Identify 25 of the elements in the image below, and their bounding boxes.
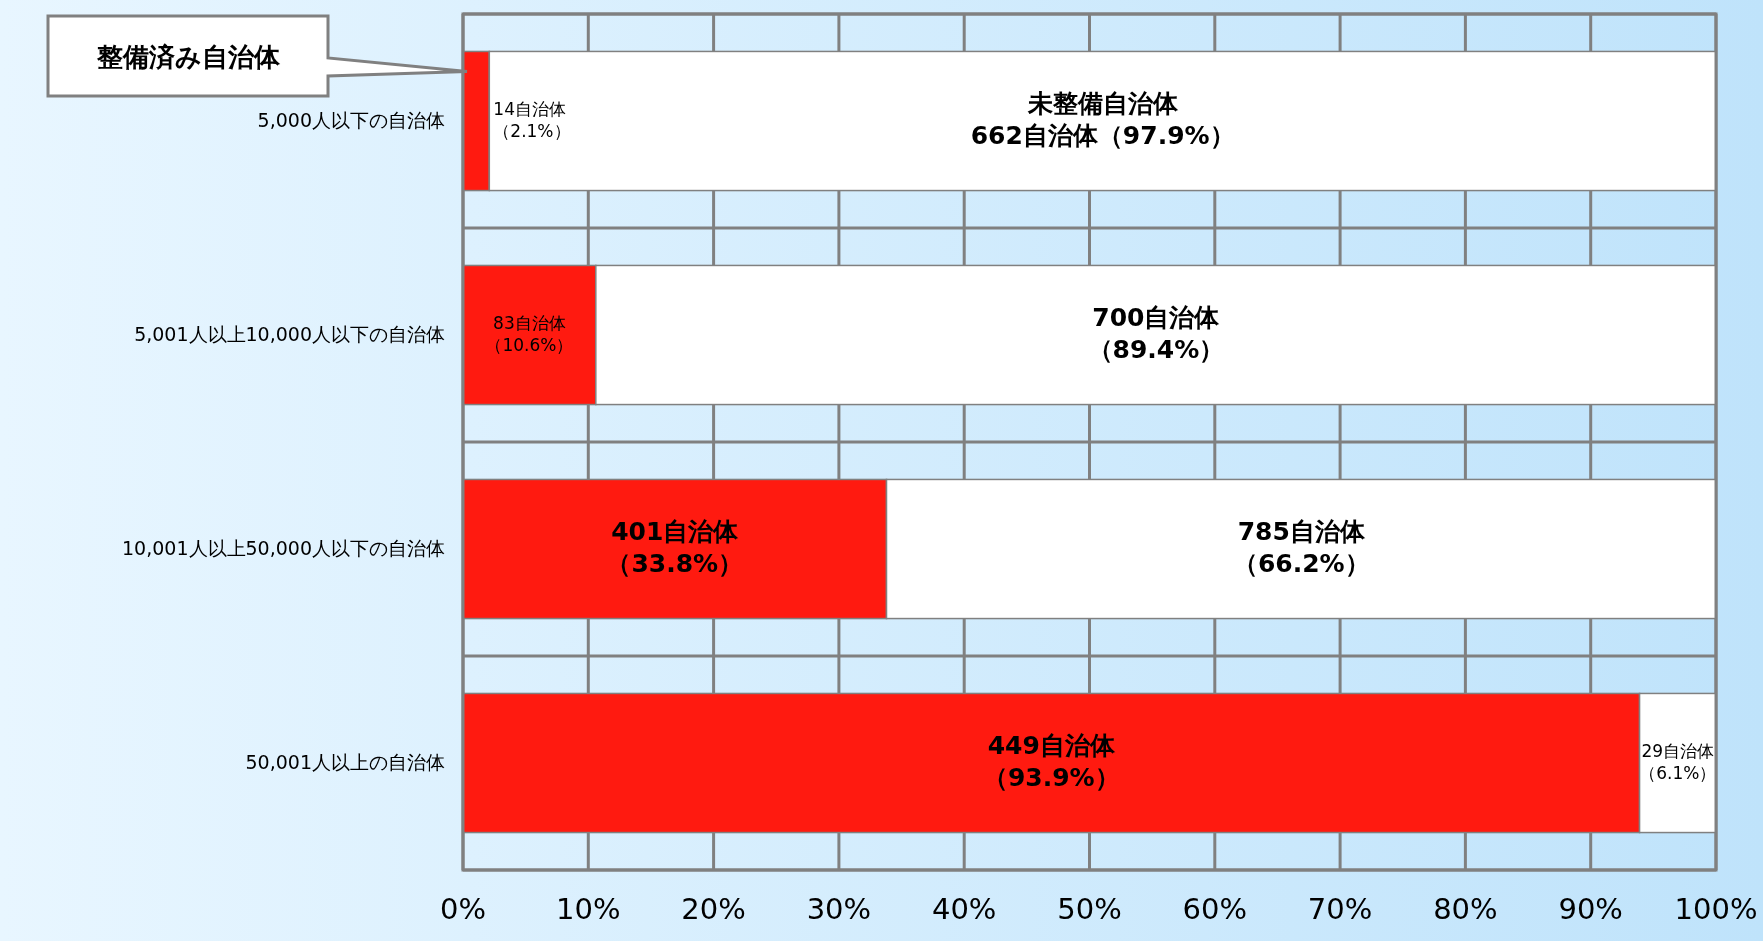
y-tick-label: 10,001人以上50,000人以下の自治体 [122, 536, 445, 559]
data-label: 662自治体（97.9%） [970, 120, 1235, 150]
data-label: 700自治体（89.4%） [1087, 303, 1225, 364]
x-tick-label: 20% [681, 892, 746, 926]
x-tick-label: 100% [1674, 892, 1758, 926]
x-tick-label: 60% [1182, 892, 1248, 926]
x-tick-label: 40% [931, 892, 997, 926]
data-label: 401自治体（33.8%） [606, 517, 744, 578]
data-label: 29自治体（6.1%） [1639, 741, 1717, 783]
y-tick-label: 5,001人以上10,000人以下の自治体 [134, 322, 445, 345]
x-tick-label: 70% [1307, 892, 1373, 926]
data-label: 785自治体（66.2%） [1232, 517, 1370, 578]
x-tick-label: 30% [806, 892, 872, 926]
x-tick-label: 0% [439, 892, 487, 926]
x-tick-label: 50% [1057, 892, 1122, 926]
x-tick-label: 90% [1558, 892, 1623, 926]
x-tick-label: 80% [1433, 892, 1498, 926]
text: 整備済み自治体 [95, 41, 281, 72]
data-label: 449自治体（93.9%） [982, 731, 1120, 792]
y-tick-label: 50,001人以上の自治体 [245, 750, 445, 773]
y-tick-label: 5,000人以下の自治体 [257, 108, 445, 131]
data-label: 14自治体（2.1%） [493, 99, 571, 141]
data-label: 83自治体（10.6%） [485, 313, 574, 355]
x-tick-label: 10% [556, 892, 621, 926]
series-label: 未整備自治体 [1026, 89, 1179, 119]
